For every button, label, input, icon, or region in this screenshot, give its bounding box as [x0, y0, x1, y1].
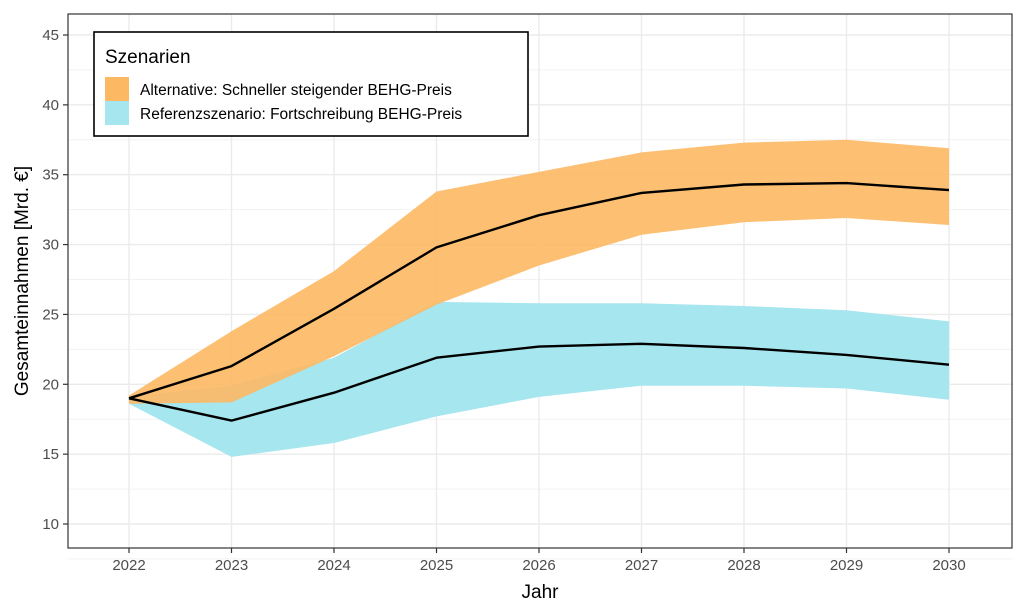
legend-swatch-referenz	[105, 101, 129, 125]
legend-label-referenz: Referenzszenario: Fortschreibung BEHG-Pr…	[140, 106, 462, 123]
legend: Szenarien Alternative: Schneller steigen…	[93, 31, 529, 137]
legend-label-alternative: Alternative: Schneller steigender BEHG-P…	[140, 82, 452, 99]
x-tick-label: 2029	[830, 557, 863, 574]
line-referenz	[128, 342, 950, 422]
x-tick-label: 2025	[420, 557, 453, 574]
line-alternative	[128, 181, 950, 400]
y-axis-title: Gesamteinnahmen [Mrd. €]	[12, 166, 33, 396]
series-lines	[128, 181, 950, 422]
y-tick-label: 10	[42, 516, 59, 533]
y-tick-label: 40	[42, 97, 59, 114]
x-tick-label: 2027	[625, 557, 658, 574]
legend-swatch-alternative	[105, 77, 129, 101]
y-tick-label: 35	[42, 167, 59, 184]
x-axis: 2022 2023 2024 2025 2026 2027 2028 2029 2030	[112, 548, 966, 574]
x-tick-label: 2023	[215, 557, 248, 574]
ribbon-alternative	[129, 139, 949, 404]
x-axis-title: Jahr	[522, 582, 560, 603]
y-axis: 10 15 20 25 30 35 40 45	[42, 27, 68, 533]
x-tick-label: 2030	[932, 557, 965, 574]
y-tick-label: 15	[42, 446, 59, 463]
y-tick-label: 30	[42, 237, 59, 254]
x-tick-label: 2026	[522, 557, 555, 574]
y-tick-label: 45	[42, 27, 59, 44]
y-tick-label: 25	[42, 306, 59, 323]
y-tick-label: 20	[42, 376, 59, 393]
ribbon-referenz	[129, 301, 949, 457]
x-tick-label: 2022	[112, 557, 145, 574]
x-tick-label: 2024	[317, 557, 350, 574]
legend-title: Szenarien	[105, 47, 191, 68]
legend-box	[93, 31, 529, 137]
plot-panel-border	[67, 13, 1013, 549]
ribbons	[129, 139, 949, 457]
x-tick-label: 2028	[727, 557, 760, 574]
